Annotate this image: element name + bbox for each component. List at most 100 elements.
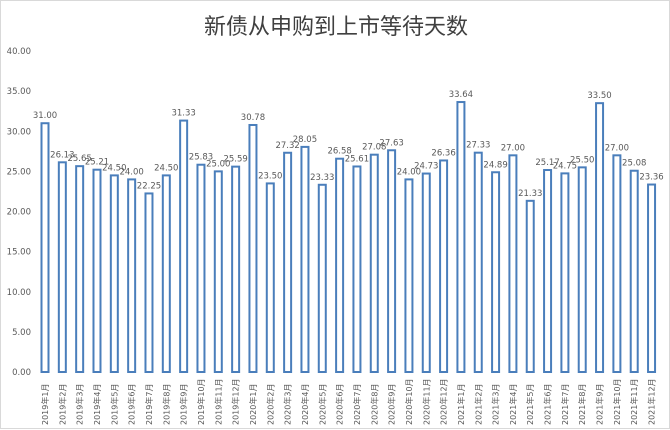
x-tick-label: 2020年9月 bbox=[387, 384, 397, 425]
bar bbox=[231, 165, 241, 373]
data-label: 25.83 bbox=[189, 153, 213, 163]
bar bbox=[369, 153, 379, 373]
data-label: 26.13 bbox=[50, 150, 74, 160]
data-label: 21.33 bbox=[518, 189, 542, 199]
bar bbox=[647, 183, 657, 373]
data-label: 25.21 bbox=[85, 158, 109, 168]
bar bbox=[629, 169, 639, 373]
data-label: 27.00 bbox=[501, 143, 525, 153]
bar bbox=[179, 119, 189, 373]
x-tick-label: 2020年1月 bbox=[248, 384, 258, 425]
bar bbox=[387, 149, 397, 373]
x-tick-label: 2020年7月 bbox=[352, 384, 362, 425]
x-tick-label: 2021年12月 bbox=[647, 378, 657, 425]
x-tick-label: 2021年11月 bbox=[629, 378, 639, 425]
data-label: 27.63 bbox=[379, 138, 403, 148]
x-tick-label: 2021年3月 bbox=[491, 384, 501, 425]
x-tick-label: 2019年12月 bbox=[231, 378, 241, 425]
bar bbox=[491, 171, 501, 373]
bar bbox=[213, 170, 223, 373]
data-label: 25.50 bbox=[570, 155, 594, 165]
bar bbox=[283, 151, 293, 373]
data-label: 27.32 bbox=[275, 141, 299, 151]
bar bbox=[161, 174, 171, 373]
bar bbox=[317, 183, 327, 373]
bar bbox=[109, 174, 119, 373]
x-tick-label: 2020年11月 bbox=[421, 378, 431, 425]
y-tick-label: 10.00 bbox=[7, 288, 31, 298]
y-tick-label: 35.00 bbox=[7, 87, 31, 97]
x-tick-label: 2020年12月 bbox=[439, 378, 449, 425]
data-label: 26.58 bbox=[327, 147, 351, 157]
data-label: 24.75 bbox=[553, 161, 577, 171]
data-label: 24.89 bbox=[483, 160, 507, 170]
bar bbox=[352, 165, 362, 373]
bar bbox=[248, 123, 258, 374]
data-label: 25.65 bbox=[67, 154, 91, 164]
x-tick-label: 2019年5月 bbox=[109, 384, 119, 425]
data-label: 27.08 bbox=[362, 143, 386, 153]
data-label: 24.00 bbox=[119, 167, 143, 177]
bar bbox=[508, 154, 518, 373]
bar bbox=[543, 169, 553, 373]
bar bbox=[335, 157, 345, 373]
x-tick-label: 2020年8月 bbox=[369, 384, 379, 425]
x-tick-label: 2020年3月 bbox=[283, 384, 293, 425]
x-tick-label: 2020年4月 bbox=[300, 384, 310, 425]
data-label: 31.33 bbox=[171, 109, 195, 119]
data-label: 31.00 bbox=[33, 111, 57, 121]
data-label: 27.33 bbox=[466, 141, 490, 151]
data-label: 25.61 bbox=[345, 154, 369, 164]
x-tick-label: 2021年2月 bbox=[473, 384, 483, 425]
bar bbox=[40, 122, 50, 373]
bar bbox=[612, 154, 622, 373]
y-tick-label: 40.00 bbox=[7, 47, 31, 57]
bar bbox=[560, 172, 570, 373]
x-tick-label: 2019年1月 bbox=[40, 384, 50, 425]
data-label: 25.00 bbox=[206, 159, 230, 169]
x-tick-label: 2019年10月 bbox=[196, 378, 206, 425]
chart-title: 新债从申购到上市等待天数 bbox=[203, 15, 468, 40]
y-tick-label: 30.00 bbox=[7, 127, 31, 137]
data-label: 23.36 bbox=[639, 173, 663, 183]
x-tick-label: 2021年7月 bbox=[560, 384, 570, 425]
bar bbox=[525, 199, 535, 373]
data-label: 23.50 bbox=[258, 171, 282, 181]
x-tick-label: 2019年4月 bbox=[92, 384, 102, 425]
bar bbox=[439, 159, 449, 373]
data-label: 25.08 bbox=[622, 159, 646, 169]
bar bbox=[456, 101, 466, 373]
y-tick-label: 25.00 bbox=[7, 167, 31, 177]
bar bbox=[404, 178, 414, 373]
y-tick-label: 20.00 bbox=[7, 208, 31, 218]
bar bbox=[265, 182, 275, 373]
data-label: 22.25 bbox=[137, 181, 161, 191]
data-label: 33.64 bbox=[449, 90, 473, 100]
x-tick-label: 2020年5月 bbox=[317, 384, 327, 425]
x-tick-label: 2019年3月 bbox=[75, 384, 85, 425]
y-tick-label: 0.00 bbox=[12, 368, 31, 378]
bar bbox=[421, 172, 431, 373]
data-label: 24.00 bbox=[397, 167, 421, 177]
x-tick-label: 2019年7月 bbox=[144, 384, 154, 425]
x-tick-label: 2019年9月 bbox=[179, 384, 189, 425]
data-label: 24.73 bbox=[414, 162, 438, 172]
x-tick-label: 2021年6月 bbox=[543, 384, 553, 425]
data-label: 25.59 bbox=[223, 155, 247, 165]
data-label: 30.78 bbox=[241, 113, 265, 123]
bar bbox=[300, 145, 310, 373]
data-label: 33.50 bbox=[587, 91, 611, 101]
bar bbox=[92, 168, 102, 373]
bar bbox=[595, 102, 605, 373]
x-tick-label: 2021年5月 bbox=[525, 384, 535, 425]
x-tick-label: 2019年2月 bbox=[57, 384, 67, 425]
data-label: 23.33 bbox=[310, 173, 334, 183]
x-tick-label: 2020年2月 bbox=[265, 384, 275, 425]
x-tick-label: 2019年6月 bbox=[127, 384, 137, 425]
x-tick-label: 2021年8月 bbox=[577, 384, 587, 425]
data-label: 27.00 bbox=[605, 143, 629, 153]
bar bbox=[473, 151, 483, 373]
bar bbox=[75, 165, 85, 373]
